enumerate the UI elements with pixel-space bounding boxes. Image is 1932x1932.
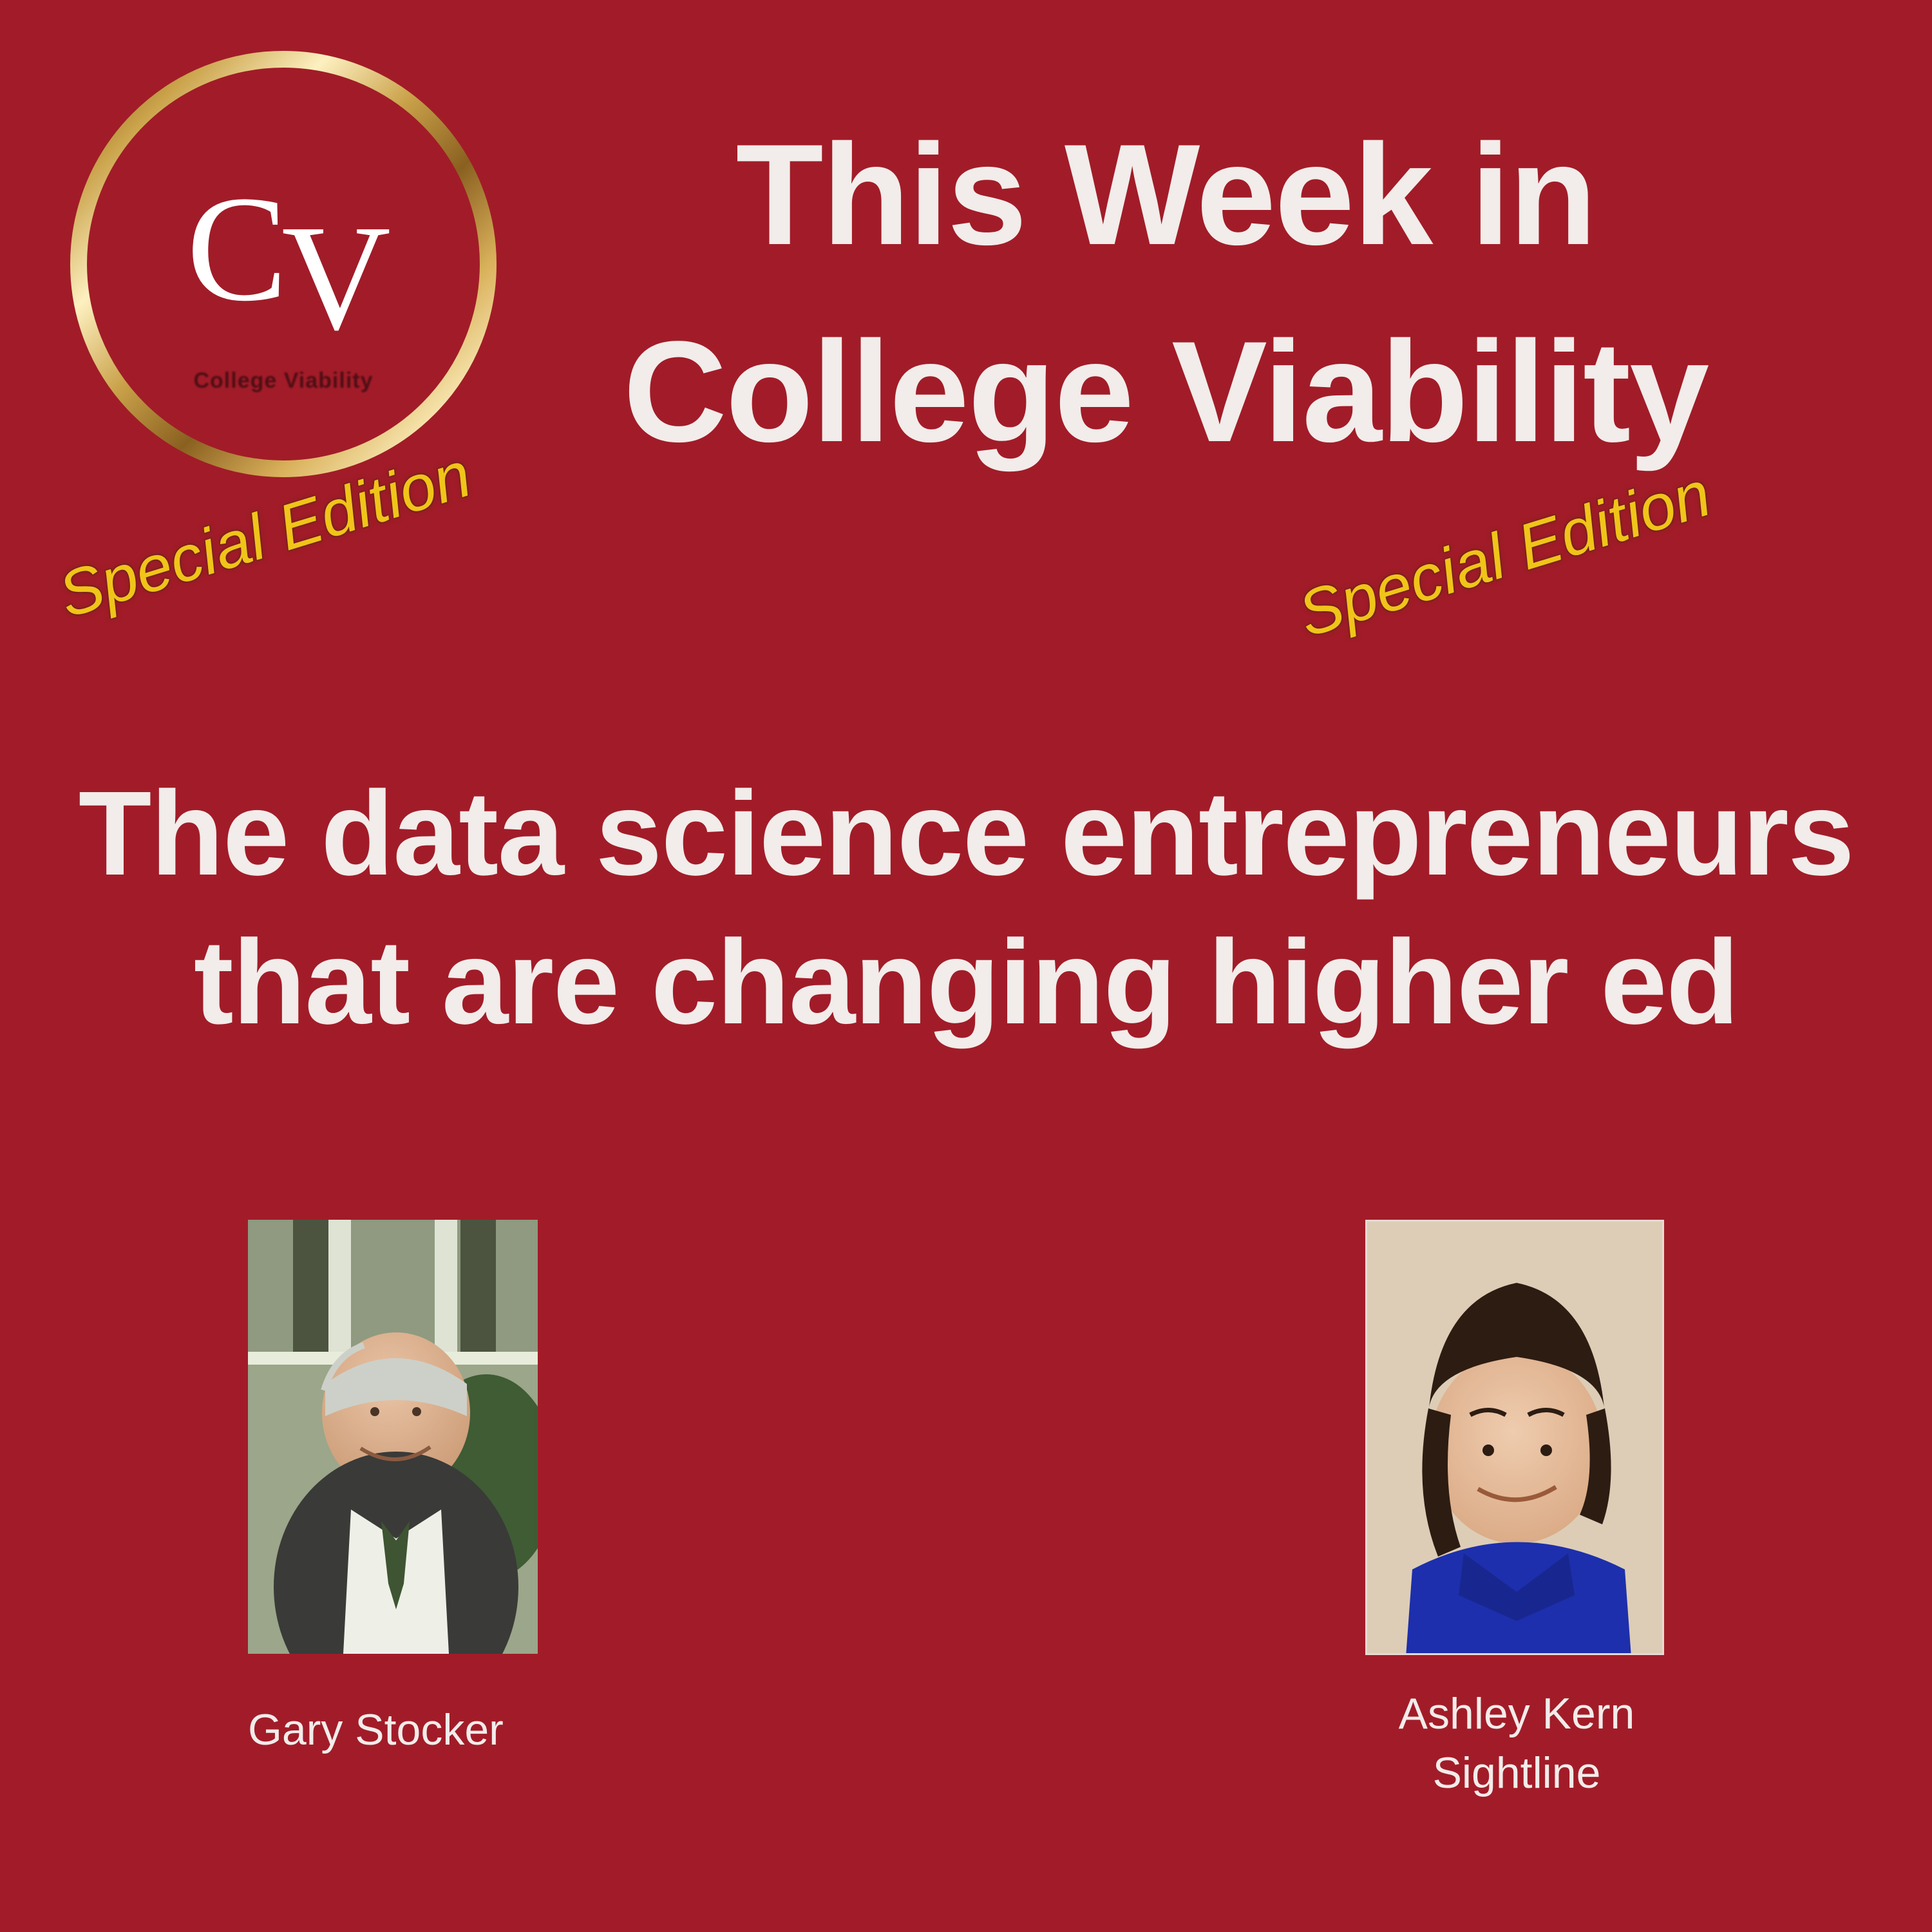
svg-text:College Viability: College Viability xyxy=(193,368,373,393)
svg-text:V: V xyxy=(281,194,391,361)
svg-text:C: C xyxy=(187,165,288,332)
